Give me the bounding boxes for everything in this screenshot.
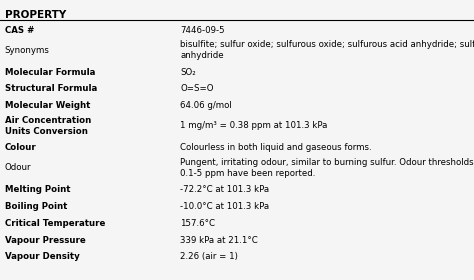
- Text: CAS #: CAS #: [5, 26, 34, 35]
- Text: 2.26 (air = 1): 2.26 (air = 1): [180, 253, 238, 262]
- Text: Vapour Pressure: Vapour Pressure: [5, 236, 85, 245]
- Text: Colourless in both liquid and gaseous forms.: Colourless in both liquid and gaseous fo…: [180, 143, 372, 152]
- Text: SO₂: SO₂: [180, 68, 196, 77]
- Text: Pungent, irritating odour, similar to burning sulfur. Odour thresholds of
0.1-5 : Pungent, irritating odour, similar to bu…: [180, 158, 474, 178]
- Text: Molecular Weight: Molecular Weight: [5, 101, 90, 110]
- Text: 339 kPa at 21.1°C: 339 kPa at 21.1°C: [180, 236, 258, 245]
- Text: Colour: Colour: [5, 143, 36, 152]
- Text: 64.06 g/mol: 64.06 g/mol: [180, 101, 232, 110]
- Text: 1 mg/m³ = 0.38 ppm at 101.3 kPa: 1 mg/m³ = 0.38 ppm at 101.3 kPa: [180, 121, 328, 130]
- Text: -72.2°C at 101.3 kPa: -72.2°C at 101.3 kPa: [180, 185, 269, 194]
- Text: Boiling Point: Boiling Point: [5, 202, 67, 211]
- Text: Structural Formula: Structural Formula: [5, 85, 97, 94]
- Text: 7446-09-5: 7446-09-5: [180, 26, 225, 35]
- Text: PROPERTY: PROPERTY: [5, 10, 66, 20]
- Text: Odour: Odour: [5, 163, 31, 172]
- Text: bisulfite; sulfur oxide; sulfurous oxide; sulfurous acid anhydride; sulfurous
an: bisulfite; sulfur oxide; sulfurous oxide…: [180, 40, 474, 60]
- Text: Molecular Formula: Molecular Formula: [5, 68, 95, 77]
- Text: Air Concentration
Units Conversion: Air Concentration Units Conversion: [5, 116, 91, 136]
- Text: Critical Temperature: Critical Temperature: [5, 219, 105, 228]
- Text: -10.0°C at 101.3 kPa: -10.0°C at 101.3 kPa: [180, 202, 269, 211]
- Text: 157.6°C: 157.6°C: [180, 219, 215, 228]
- Text: Synonyms: Synonyms: [5, 46, 50, 55]
- Text: Melting Point: Melting Point: [5, 185, 70, 194]
- Text: O=S=O: O=S=O: [180, 85, 214, 94]
- Text: Vapour Density: Vapour Density: [5, 253, 80, 262]
